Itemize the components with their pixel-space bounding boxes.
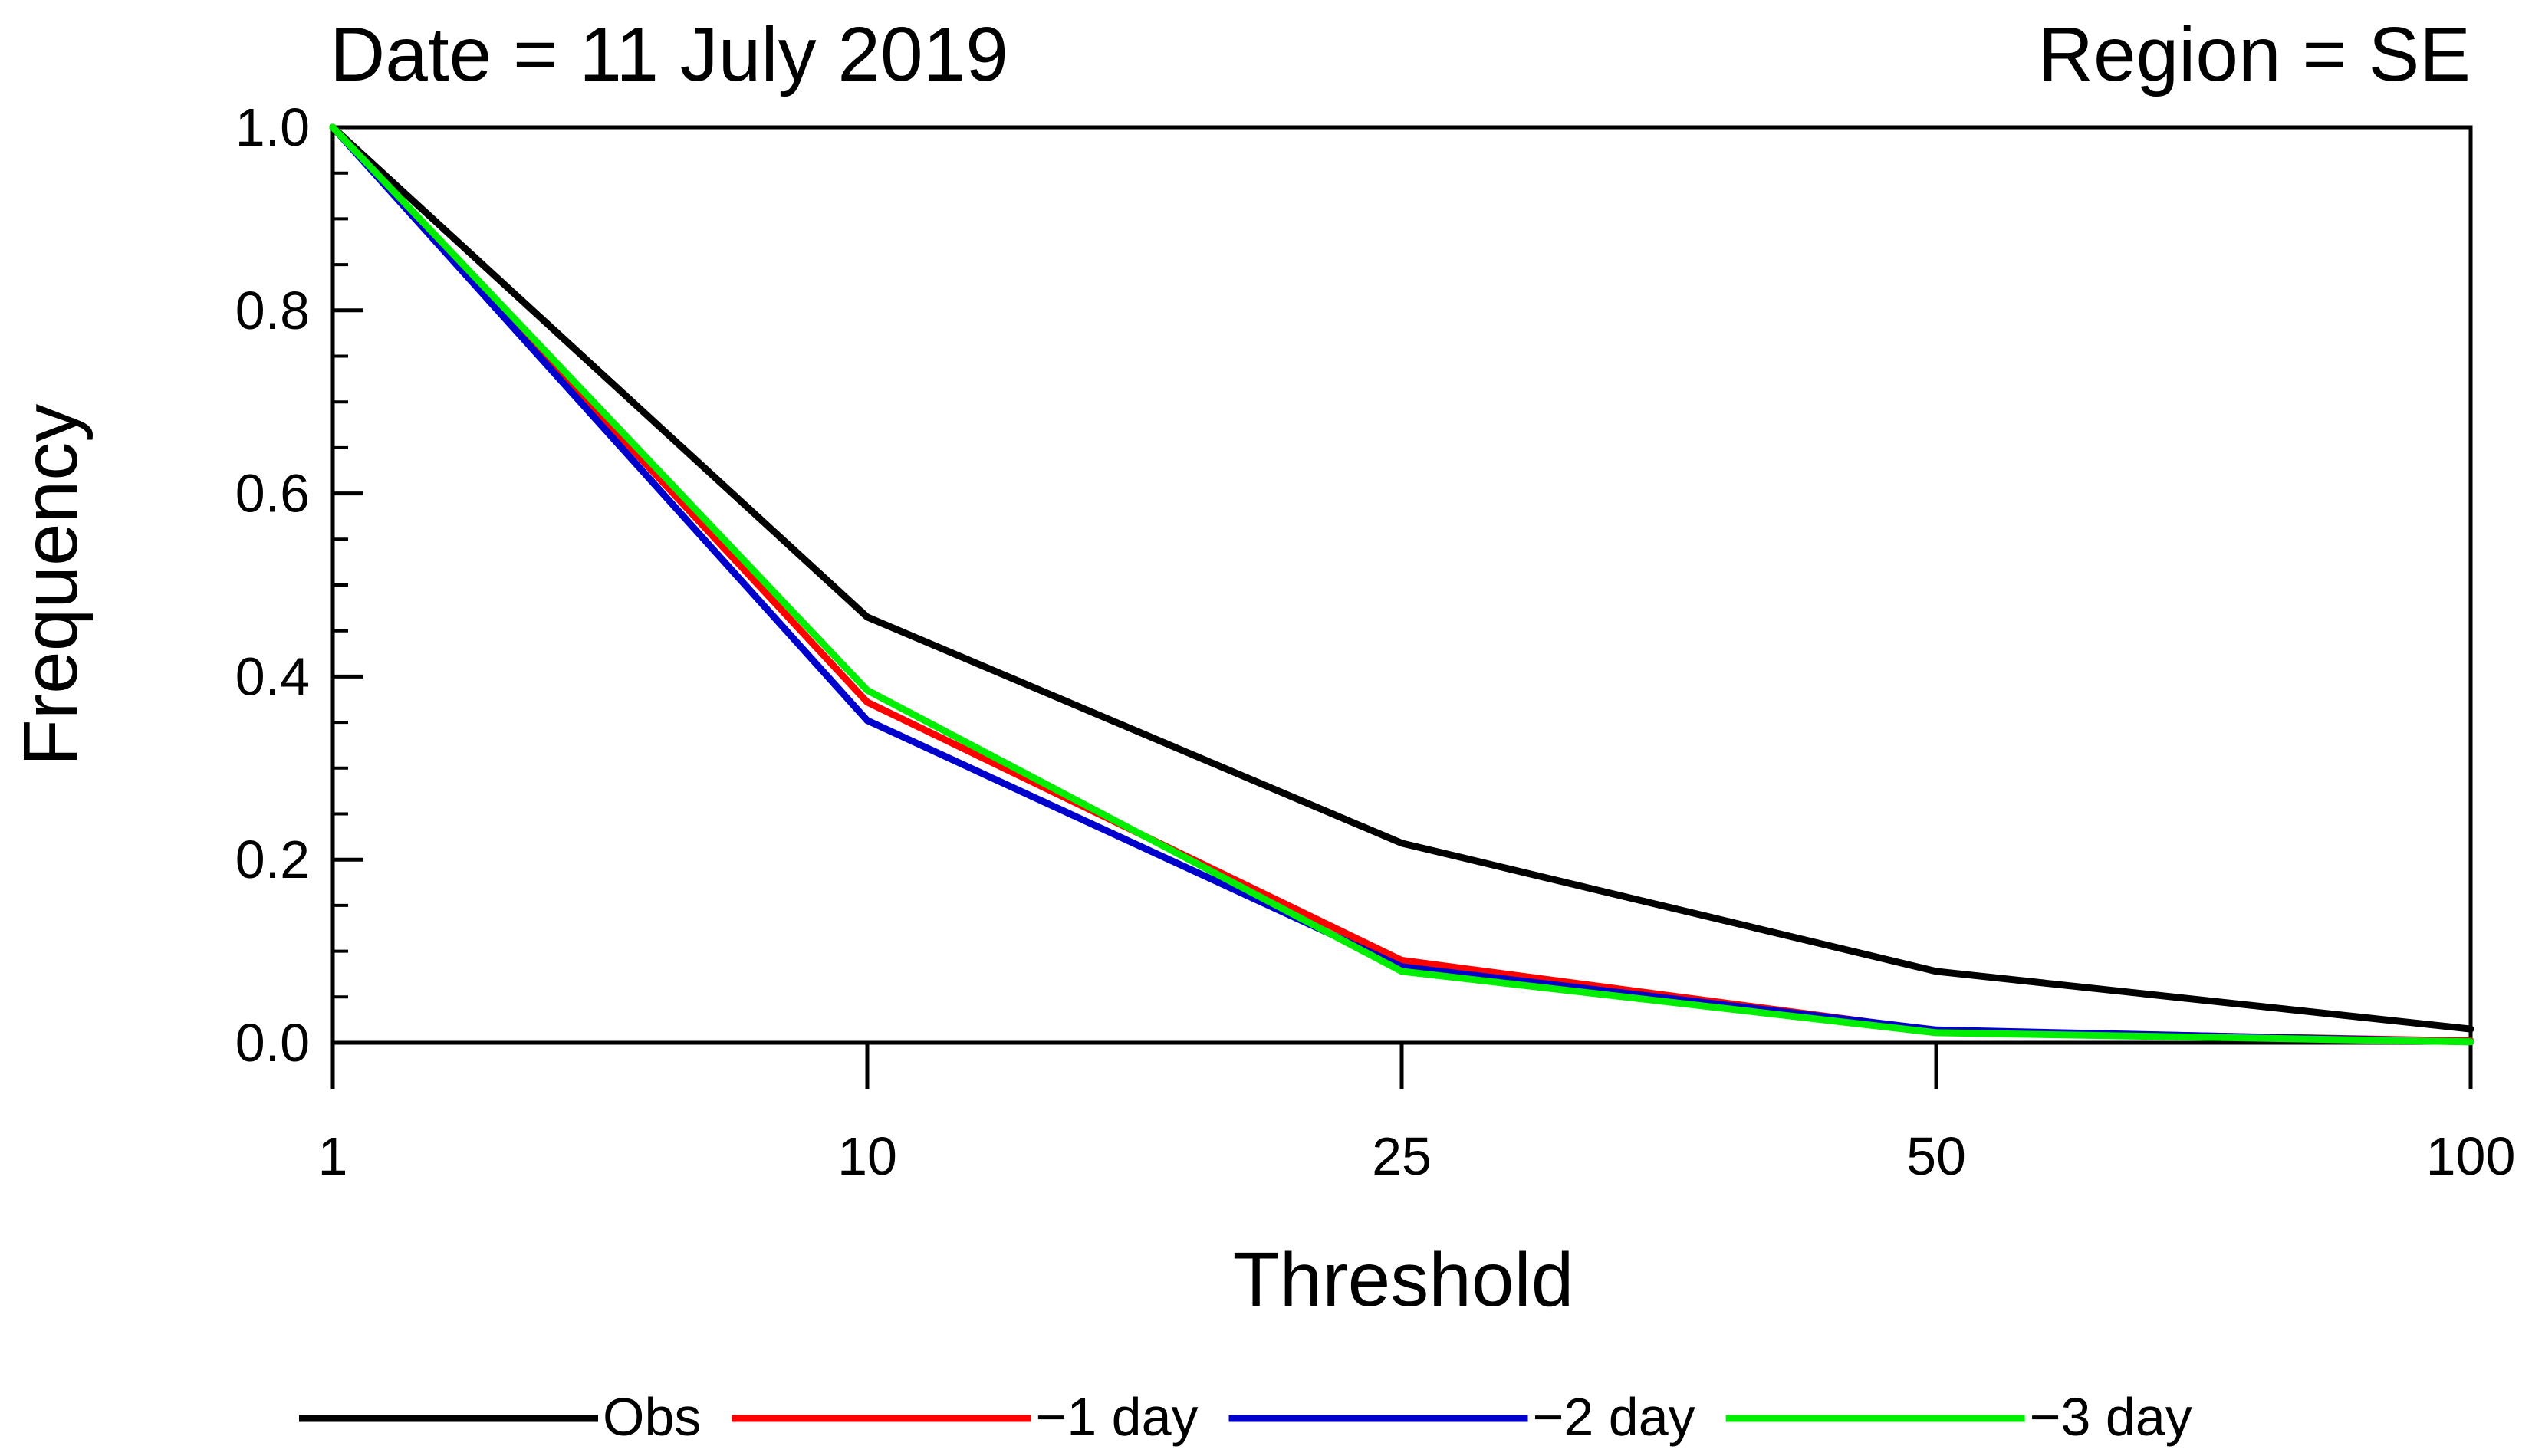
y-tick-label: 1.0 <box>235 97 310 157</box>
y-tick-label: 0.6 <box>235 464 310 524</box>
y-axis-label: Frequency <box>8 404 94 766</box>
x-tick-label: 100 <box>2426 1126 2516 1186</box>
chart-title-date: Date = 11 July 2019 <box>330 12 1008 97</box>
plot-frame <box>330 125 2473 1045</box>
x-axis-label: Threshold <box>1233 1237 1574 1323</box>
series-line-3 <box>329 123 2474 1046</box>
x-axis-ticks: 1 10 25 50 100 <box>318 1043 2516 1186</box>
y-axis-ticks: 0.0 0.2 0.4 0.6 0.8 1.0 <box>235 97 363 1073</box>
chart-title-region: Region = SE <box>2038 12 2471 97</box>
legend-label-2: −1 day <box>1035 1387 1198 1447</box>
y-tick-label: 0.8 <box>235 281 310 340</box>
legend-label-1: Obs <box>603 1387 701 1447</box>
x-tick-label: 50 <box>1906 1126 1966 1186</box>
y-tick-label: 0.4 <box>235 646 310 706</box>
series-line-2 <box>329 123 2474 1045</box>
x-tick-label: 10 <box>837 1126 897 1186</box>
y-tick-label: 0.2 <box>235 830 310 889</box>
x-tick-label: 25 <box>1372 1126 1432 1186</box>
series-layer <box>329 123 2474 1046</box>
legend-label-4: −3 day <box>2030 1387 2192 1447</box>
y-tick-label: 0.0 <box>235 1013 310 1073</box>
series-line-1 <box>329 123 2474 1033</box>
chart-legend: Obs −1 day −2 day −3 day <box>299 1387 2192 1447</box>
series-line-4 <box>329 123 2474 1046</box>
legend-label-3: −2 day <box>1533 1387 1695 1447</box>
x-tick-label: 1 <box>318 1126 348 1186</box>
